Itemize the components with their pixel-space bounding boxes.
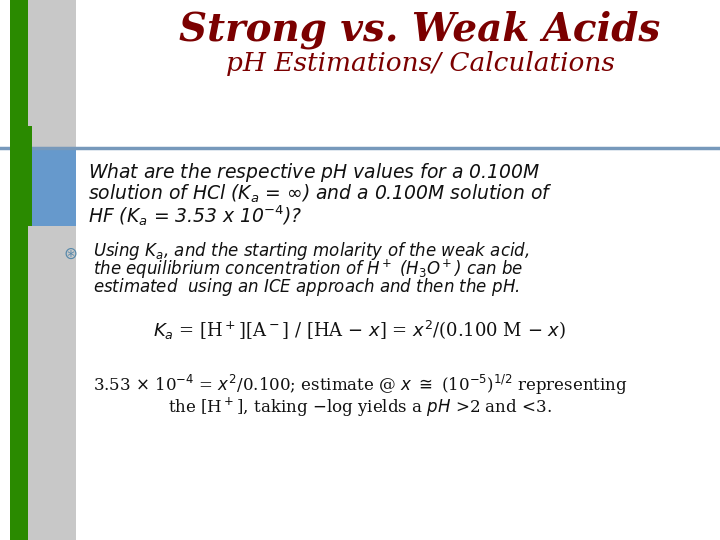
Text: ⊛: ⊛ — [63, 245, 77, 263]
Text: the equilibrium concentration of H$^+$ (H$_3$O$^+$) can be: the equilibrium concentration of H$^+$ (… — [93, 258, 523, 281]
Text: estimated  using an ICE approach and then the $\it{p}$H.: estimated using an ICE approach and then… — [93, 276, 520, 298]
Text: solution of HCl ($\it{K_a}$ = $\infty$) and a 0.100M solution of: solution of HCl ($\it{K_a}$ = $\infty$) … — [88, 183, 552, 205]
Text: pH Estimations/ Calculations: pH Estimations/ Calculations — [225, 51, 614, 77]
Text: What are the respective $\it{p}$H values for a 0.100M: What are the respective $\it{p}$H values… — [88, 160, 540, 184]
Bar — [0, 0, 720, 148]
Bar — [10, 126, 32, 226]
Text: $\it{K_a}$ = [H$^+$][A$^-$] / [HA $-$ $\it{x}$] = $\it{x}^2$/(0.100 M $-$ $\it{x: $\it{K_a}$ = [H$^+$][A$^-$] / [HA $-$ $\… — [153, 319, 567, 342]
Bar — [28, 0, 76, 540]
Text: the [H$^+$], taking $-$log yields a $\it{pH}$ >2 and <3.: the [H$^+$], taking $-$log yields a $\it… — [168, 395, 552, 418]
Text: Using $\it{K_a}$, and the starting molarity of the weak acid,: Using $\it{K_a}$, and the starting molar… — [93, 240, 529, 262]
Bar — [28, 148, 76, 226]
Text: Strong vs. Weak Acids: Strong vs. Weak Acids — [179, 11, 661, 49]
Bar — [10, 0, 28, 540]
Bar — [0, 148, 720, 540]
Text: HF ($\it{K_a}$ = 3.53 x 10$^{-4}$)?: HF ($\it{K_a}$ = 3.53 x 10$^{-4}$)? — [88, 204, 302, 228]
Text: 3.53 $\times$ 10$^{-4}$ = $\it{x}^2$/0.100; estimate @ $\mathbf{\it{x}}$ $\cong$: 3.53 $\times$ 10$^{-4}$ = $\it{x}^2$/0.1… — [93, 373, 627, 397]
